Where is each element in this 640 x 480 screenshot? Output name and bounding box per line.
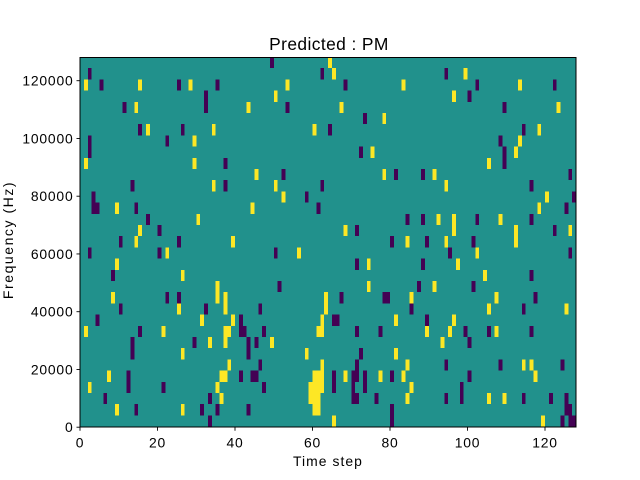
svg-text:0: 0	[76, 435, 85, 451]
svg-text:40000: 40000	[31, 304, 74, 320]
svg-text:Frequency (Hz): Frequency (Hz)	[0, 181, 16, 299]
svg-text:Predicted : PM: Predicted : PM	[269, 34, 389, 54]
svg-text:20: 20	[149, 435, 166, 451]
svg-text:60000: 60000	[31, 246, 74, 262]
svg-text:Time step: Time step	[293, 453, 363, 469]
svg-text:80000: 80000	[31, 188, 74, 204]
svg-text:100: 100	[455, 435, 481, 451]
svg-text:80: 80	[381, 435, 398, 451]
svg-text:40: 40	[226, 435, 243, 451]
svg-text:100000: 100000	[22, 130, 73, 146]
svg-text:120: 120	[532, 435, 558, 451]
svg-text:60: 60	[304, 435, 321, 451]
svg-text:20000: 20000	[31, 361, 74, 377]
svg-text:0: 0	[65, 419, 74, 435]
svg-text:120000: 120000	[22, 73, 73, 89]
